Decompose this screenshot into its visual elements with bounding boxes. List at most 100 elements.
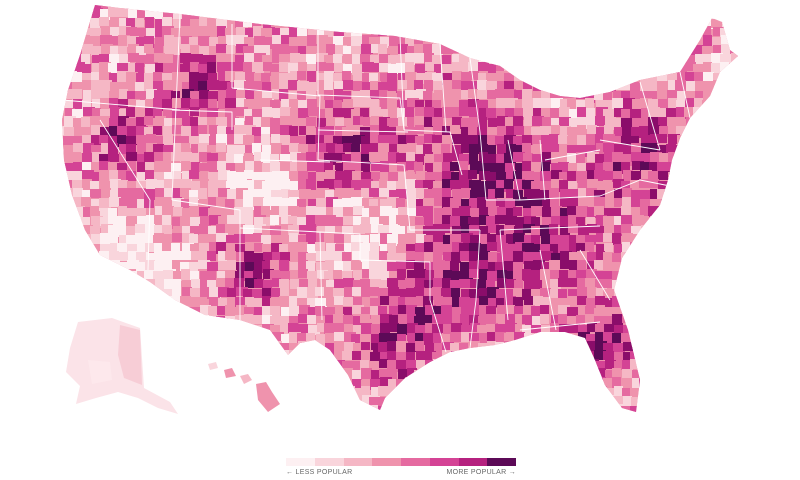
county-cell — [531, 127, 540, 137]
county-cell — [351, 190, 362, 199]
county-cell — [540, 314, 549, 324]
county-cell — [478, 352, 487, 362]
county-cell — [451, 44, 463, 53]
county-cell — [612, 404, 623, 412]
county-cell — [720, 368, 729, 377]
county-cell — [533, 352, 542, 361]
county-cell — [657, 235, 667, 246]
county-cell — [577, 163, 586, 173]
county-cell — [65, 36, 76, 48]
county-cell — [254, 404, 264, 412]
county-cell — [145, 243, 157, 252]
county-cell — [576, 152, 585, 164]
county-cell — [515, 37, 524, 48]
county-cell — [353, 98, 362, 107]
county-cell — [558, 289, 567, 299]
county-cell — [172, 379, 181, 391]
county-cell — [569, 386, 579, 395]
county-cell — [443, 28, 453, 38]
county-cell — [722, 154, 734, 163]
county-cell — [128, 99, 140, 110]
county-cell — [433, 251, 442, 262]
county-cell — [470, 17, 479, 29]
county-cell — [234, 80, 246, 90]
county-cell — [109, 305, 121, 315]
county-cell — [568, 270, 578, 281]
county-cell — [245, 234, 254, 245]
county-cell — [119, 235, 128, 245]
county-cell — [119, 54, 130, 63]
county-cell — [558, 360, 569, 372]
county-cell — [478, 117, 487, 128]
county-cell — [613, 45, 622, 56]
county-cell — [594, 80, 606, 89]
county-cell — [316, 172, 325, 183]
county-cell — [702, 217, 714, 228]
county-cell — [613, 179, 624, 188]
county-cell — [522, 143, 531, 154]
county-cell — [567, 307, 578, 316]
county-cell — [451, 5, 462, 10]
county-cell — [711, 63, 721, 75]
county-cell — [136, 126, 148, 135]
county-cell — [262, 226, 272, 238]
county-cell — [497, 126, 506, 137]
county-cell — [99, 198, 111, 208]
county-cell — [63, 289, 75, 300]
county-cell — [62, 289, 64, 300]
county-cell — [172, 396, 183, 407]
county-cell — [280, 116, 290, 128]
county-cell — [423, 333, 433, 345]
county-cell — [297, 5, 307, 10]
county-cell — [405, 179, 416, 190]
county-cell — [461, 233, 473, 244]
county-cell — [649, 415, 659, 424]
county-cell — [218, 72, 229, 84]
county-cell — [369, 73, 378, 82]
county-cell — [225, 199, 234, 208]
county-cell — [585, 314, 595, 323]
county-cell — [216, 117, 228, 126]
county-cell — [468, 217, 479, 226]
county-cell — [559, 386, 571, 398]
county-cell — [694, 179, 706, 188]
county-cell — [405, 377, 416, 386]
county-cell — [235, 163, 246, 173]
county-cell — [730, 199, 738, 208]
county-cell — [200, 179, 209, 188]
county-cell — [74, 27, 84, 37]
county-cell — [576, 396, 587, 408]
county-cell — [234, 134, 246, 144]
county-cell — [360, 108, 369, 117]
county-cell — [650, 19, 661, 31]
county-cell — [182, 280, 191, 291]
county-cell — [622, 125, 631, 137]
county-cell — [506, 305, 515, 315]
county-cell — [577, 55, 587, 64]
county-cell — [558, 54, 567, 65]
county-cell — [207, 324, 216, 335]
county-cell — [136, 107, 146, 119]
county-cell — [452, 71, 462, 81]
county-cell — [443, 252, 454, 261]
county-cell — [335, 226, 347, 236]
county-cell — [117, 397, 127, 409]
county-cell — [235, 244, 246, 254]
county-cell — [479, 251, 489, 260]
county-cell — [497, 26, 508, 36]
county-cell — [290, 387, 300, 398]
county-cell — [334, 350, 344, 362]
county-cell — [450, 180, 461, 190]
county-cell — [568, 17, 578, 28]
county-cell — [605, 370, 615, 382]
county-cell — [279, 279, 289, 291]
county-cell — [640, 341, 649, 351]
county-cell — [631, 199, 640, 211]
county-cell — [244, 314, 253, 325]
county-cell — [432, 17, 443, 28]
county-cell — [542, 207, 553, 217]
county-cell — [397, 100, 407, 109]
county-cell — [109, 251, 119, 261]
county-cell — [279, 73, 290, 83]
county-cell — [252, 369, 263, 378]
